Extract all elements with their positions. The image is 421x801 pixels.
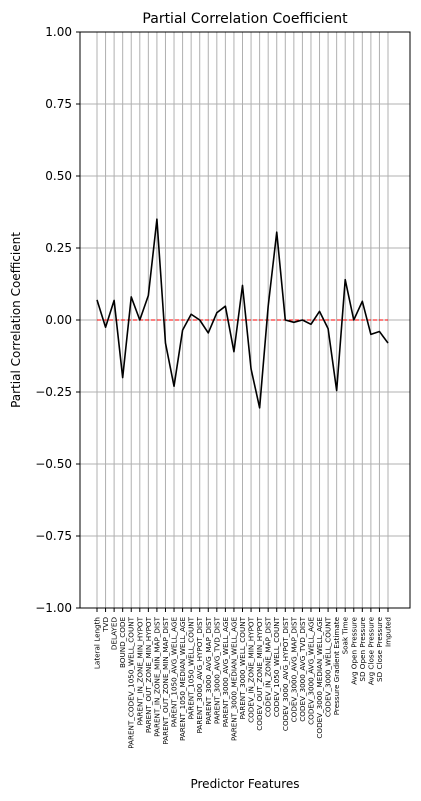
y-tick-label: −0.75 xyxy=(35,529,72,543)
x-tick-label: Soak Time xyxy=(341,616,350,654)
x-tick-label: PARENT_3000_MEDIAN_WELL_AGE xyxy=(229,617,238,741)
x-tick-label: Avg Close Pressure xyxy=(366,616,375,685)
y-tick-label: 0.75 xyxy=(45,97,72,111)
x-tick-label: CODEV_3000_AVG_TVD_DIST xyxy=(298,616,307,721)
x-tick-label: CODEV_3000_AVG_MAP_DIST xyxy=(289,616,298,722)
x-tick-label: Imputed xyxy=(384,617,393,647)
x-tick-label: DELAYED xyxy=(110,617,119,651)
series-line xyxy=(96,218,389,409)
x-tick-label: PARENT_IN_ZONE_MIN_HYPOT xyxy=(135,616,144,725)
y-axis-ticks: −1.00 −0.75 −0.50 −0.25 0.00 0.25 0.50 0.75 1.00 xyxy=(35,25,80,615)
x-tick-label: PARENT_1050_AVG_WELL_AGE xyxy=(170,617,179,728)
x-tick-label: Pressure Gradient Estimate xyxy=(332,616,341,715)
y-tick-label: 0.50 xyxy=(45,169,72,183)
x-tick-label: PARENT_1050_MEDIAN_WELL_AGE xyxy=(178,617,187,741)
x-tick-label: CODEV_IN_ZONE_MIN_HYPOT xyxy=(247,616,256,723)
x-tick-label: CODEV_IN_ZONE_MAP_DIST xyxy=(264,616,273,717)
x-tick-label: PARENT_3000_AVG_HYPOT_DIST xyxy=(195,616,204,733)
chart-title: Partial Correlation Coefficient xyxy=(142,11,348,27)
x-tick-label: TVD xyxy=(101,617,110,633)
x-tick-label: PARENT_3000_WELL_COUNT xyxy=(238,616,247,719)
x-tick-label: CODEV_3000_WELL_COUNT xyxy=(324,616,333,717)
y-tick-label: 0.25 xyxy=(45,241,72,255)
y-axis-label: Partial Correlation Coefficient xyxy=(9,232,23,408)
x-tick-label: SD Close Pressure xyxy=(375,616,384,682)
x-tick-label: PARENT_3000_AVG_TVD_DIST xyxy=(212,616,221,724)
x-axis-label: Predictor Features xyxy=(190,777,299,791)
y-tick-label: −0.50 xyxy=(35,457,72,471)
x-tick-label: SD Open Pressure xyxy=(358,616,367,681)
x-tick-label: PARENT_CODEV_1050_WELL_COUNT xyxy=(127,616,136,748)
y-tick-label: −0.25 xyxy=(35,385,72,399)
x-tick-label: PARENT_OUT_ZONE_MIN_HYPOT xyxy=(144,616,153,733)
x-tick-label: CODEV_3000_AVG_HYPOT_DIST xyxy=(281,616,290,731)
x-tick-label: CODEV_1050_WELL_COUNT xyxy=(272,616,281,717)
x-tick-label: PARENT_3000_AVG_MAP_DIST xyxy=(204,616,213,724)
x-tick-label: BOUND_CODE xyxy=(118,617,127,668)
x-tick-label: PARENT_1050_WELL_COUNT xyxy=(187,616,196,719)
x-tick-label: PARENT_IN_ZONE_MIN_MAP_DIST xyxy=(152,616,161,736)
x-tick-label: Lateral Length xyxy=(93,617,102,669)
x-tick-label: CODEV_3000_AVG_WELL_AGE xyxy=(306,617,315,725)
y-tick-label: 1.00 xyxy=(45,25,72,39)
y-tick-label: 0.00 xyxy=(45,313,72,327)
x-tick-label: CODEV_OUT_ZONE_MIN_HYPOT xyxy=(255,616,264,730)
x-tick-label: Avg Open Pressure xyxy=(349,616,358,684)
y-tick-label: −1.00 xyxy=(35,601,72,615)
x-tick-label: CODEV_3000_MEDIAN_WELL_AGE xyxy=(315,617,324,739)
x-tick-label: PARENT_OUT_ZONE_MIN_MAP_DIST xyxy=(161,616,170,744)
x-tick-label: PARENT_3000_AVG_WELL_AGE xyxy=(221,617,230,728)
x-axis-ticks: Lateral Length TVD DELAYED BOUND_CODE PARENT… xyxy=(93,608,393,749)
